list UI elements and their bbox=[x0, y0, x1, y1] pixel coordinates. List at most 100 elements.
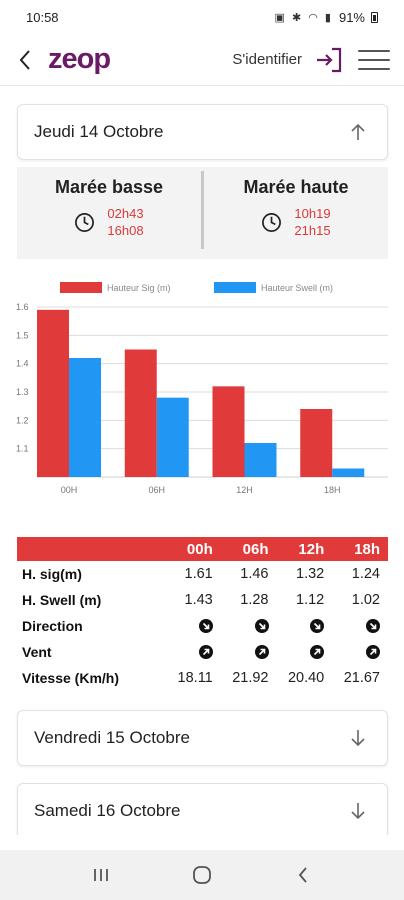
arrow-down-right-icon bbox=[366, 619, 380, 634]
day-card-vendredi[interactable]: Vendredi 15 Octobre bbox=[17, 710, 388, 766]
chart-bar bbox=[212, 386, 245, 477]
table-row: Vent bbox=[17, 639, 388, 665]
y-tick-label: 1.4 bbox=[16, 359, 29, 369]
low-tide-title: Marée basse bbox=[54, 177, 164, 197]
arrow-down-icon bbox=[347, 727, 369, 749]
low-tide-time-2: 16h08 bbox=[107, 223, 144, 238]
status-icons: ▣ ✱ ◠ ▮ bbox=[274, 11, 333, 24]
battery-icon bbox=[371, 11, 378, 23]
legend-swatch bbox=[214, 282, 256, 293]
table-cell: 1.32 bbox=[296, 566, 325, 582]
arrow-down-icon bbox=[347, 800, 369, 822]
table-cell: 1.28 bbox=[240, 592, 269, 608]
row-label: Vitesse (Km/h) bbox=[22, 670, 119, 686]
system-back-button[interactable] bbox=[283, 855, 323, 895]
high-tide-title: Marée haute bbox=[243, 177, 349, 197]
arrow-up-right-icon bbox=[198, 645, 213, 660]
arrow-up-icon bbox=[347, 121, 369, 143]
row-label: Vent bbox=[22, 644, 52, 660]
table-row: H. sig(m) 1.61 1.46 1.32 1.24 bbox=[17, 561, 388, 587]
chart-bar bbox=[156, 397, 189, 477]
high-tide: Marée haute 10h19 21h15 bbox=[204, 167, 388, 259]
y-tick-label: 1.2 bbox=[16, 415, 29, 425]
table-cell: 1.43 bbox=[184, 592, 213, 608]
high-tide-time-1: 10h19 bbox=[294, 206, 331, 221]
battery-level: 91% bbox=[338, 9, 365, 25]
col-header: 06h bbox=[242, 540, 269, 558]
arrow-up-right-icon bbox=[366, 645, 380, 660]
x-tick-label: 00H bbox=[61, 485, 78, 495]
arrow-down-right-icon bbox=[254, 619, 269, 634]
app-bar: zeop S'identifier bbox=[0, 34, 404, 86]
day-label: Vendredi 15 Octobre bbox=[34, 728, 190, 747]
x-tick-label: 06H bbox=[148, 485, 165, 495]
menu-button[interactable] bbox=[358, 45, 390, 75]
forecast-table: 00h 06h 12h 18h H. sig(m) 1.61 1.46 1.32… bbox=[17, 537, 388, 691]
table-row: Vitesse (Km/h) 18.11 21.92 20.40 21.67 bbox=[17, 665, 388, 691]
high-tide-time-2: 21h15 bbox=[294, 223, 331, 238]
chart-bar bbox=[332, 468, 365, 477]
day-label: Jeudi 14 Octobre bbox=[34, 122, 164, 141]
legend-label: Hauteur Sig (m) bbox=[107, 283, 171, 293]
tides-panel: Marée basse 02h43 16h08 Marée haute 10h1… bbox=[17, 167, 388, 259]
arrow-up-right-icon bbox=[310, 645, 325, 660]
zeop-logo[interactable]: zeop bbox=[48, 43, 111, 75]
row-label: H. sig(m) bbox=[22, 566, 82, 582]
table-header: 00h 06h 12h 18h bbox=[17, 537, 388, 561]
chevron-left-icon bbox=[19, 49, 30, 70]
y-tick-label: 1.3 bbox=[16, 387, 29, 397]
table-cell: 21.92 bbox=[232, 670, 269, 686]
clock-icon bbox=[75, 212, 95, 232]
hamburger-icon bbox=[358, 49, 390, 52]
col-header: 12h bbox=[298, 540, 325, 558]
col-header: 18h bbox=[354, 540, 380, 558]
home-icon bbox=[193, 866, 211, 884]
arrow-down-right-icon bbox=[310, 619, 325, 634]
low-tide-time-1: 02h43 bbox=[107, 206, 144, 221]
table-cell: 20.40 bbox=[287, 670, 325, 686]
x-tick-label: 12H bbox=[236, 485, 253, 495]
login-button[interactable] bbox=[314, 45, 344, 75]
table-row: Direction bbox=[17, 613, 388, 639]
table-cell: 1.24 bbox=[351, 566, 380, 582]
row-label: H. Swell (m) bbox=[22, 592, 102, 608]
x-tick-label: 18H bbox=[324, 485, 341, 495]
status-time: 10:58 bbox=[26, 9, 59, 25]
recent-apps-icon bbox=[93, 869, 108, 881]
day-card-samedi[interactable]: Samedi 16 Octobre bbox=[17, 783, 388, 835]
signin-link[interactable]: S'identifier bbox=[232, 51, 302, 68]
y-tick-label: 1.5 bbox=[16, 330, 29, 340]
chart-bar bbox=[37, 309, 69, 477]
tide-divider bbox=[201, 171, 204, 249]
home-button[interactable] bbox=[182, 855, 222, 895]
col-header: 00h bbox=[186, 540, 213, 558]
chart-bar bbox=[124, 349, 157, 477]
table-cell: 1.02 bbox=[351, 592, 380, 608]
chart-bar bbox=[69, 358, 101, 477]
recent-apps-button[interactable] bbox=[81, 855, 121, 895]
table-cell: 1.46 bbox=[240, 566, 269, 582]
table-cell: 21.67 bbox=[343, 670, 380, 686]
day-label: Samedi 16 Octobre bbox=[34, 801, 181, 820]
y-tick-label: 1.1 bbox=[16, 444, 29, 454]
arrow-up-right-icon bbox=[254, 645, 269, 660]
table-cell: 1.61 bbox=[184, 566, 213, 582]
arrow-down-right-icon bbox=[198, 619, 213, 634]
table-row: H. Swell (m) 1.43 1.28 1.12 1.02 bbox=[17, 587, 388, 613]
y-tick-label: 1.6 bbox=[16, 302, 29, 312]
back-button[interactable] bbox=[14, 45, 36, 75]
login-icon bbox=[317, 47, 342, 72]
forecast-content[interactable]: Jeudi 14 Octobre Marée basse 02h43 16h08… bbox=[0, 87, 404, 835]
day-card-jeudi[interactable]: Jeudi 14 Octobre bbox=[17, 104, 388, 160]
system-nav-bar bbox=[0, 850, 404, 900]
legend-swatch bbox=[60, 282, 102, 293]
status-bar: 10:58 ▣ ✱ ◠ ▮ 91% bbox=[0, 0, 404, 34]
table-cell: 18.11 bbox=[177, 670, 213, 686]
low-tide: Marée basse 02h43 16h08 bbox=[17, 167, 201, 259]
legend-label: Hauteur Swell (m) bbox=[261, 283, 333, 293]
table-cell: 1.12 bbox=[296, 592, 325, 608]
row-label: Direction bbox=[22, 618, 83, 634]
back-icon bbox=[299, 867, 307, 883]
chart-bar bbox=[244, 443, 277, 477]
clock-icon bbox=[262, 212, 282, 232]
